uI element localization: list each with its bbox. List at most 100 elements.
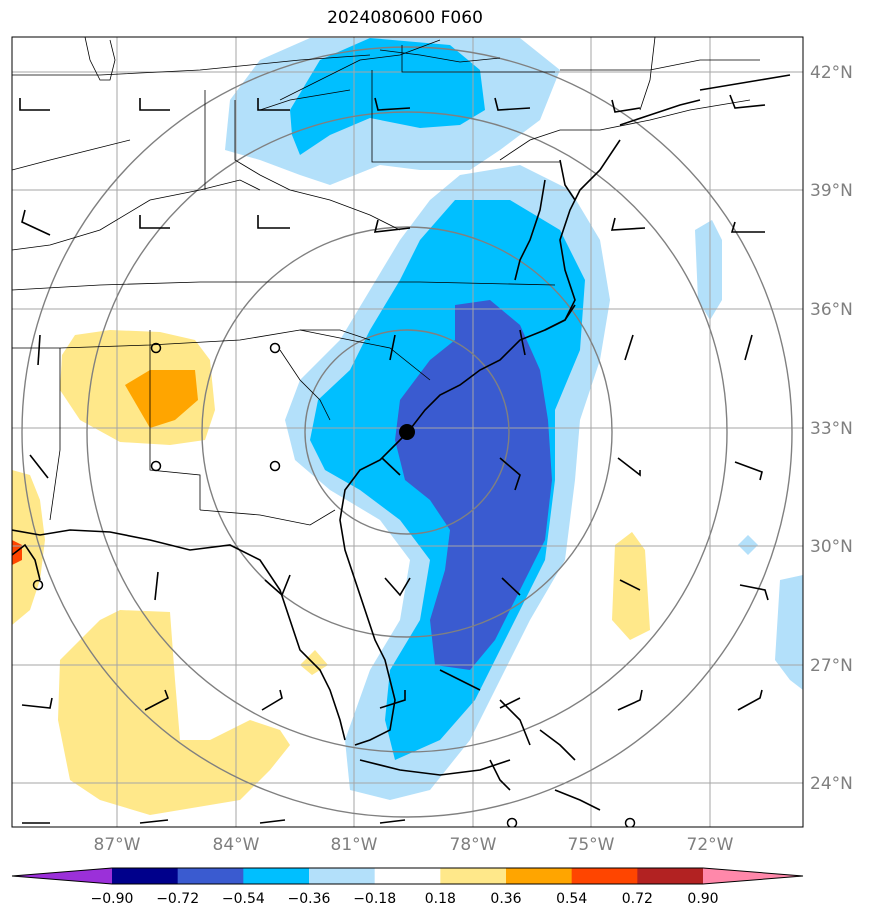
state-line-16 — [560, 59, 760, 71]
wind-barb — [144, 689, 169, 711]
colorbar-label: −0.90 — [91, 891, 134, 907]
range-ring-4 — [21, 46, 793, 818]
colorbar-segment — [637, 868, 704, 884]
lon-label: 75°W — [568, 835, 615, 855]
state-line-14 — [299, 329, 431, 381]
state-line-10 — [279, 349, 331, 421]
colorbar-segment — [374, 868, 441, 884]
lat-label: 27°N — [810, 656, 853, 676]
colorbar-label: 0.36 — [490, 891, 521, 907]
neg-low-east-1 — [695, 220, 722, 320]
calm-circle — [624, 817, 636, 827]
wind-barb — [139, 215, 170, 229]
colorbar-segment — [309, 868, 376, 884]
storm-center-marker — [399, 424, 415, 440]
lake-erie — [259, 89, 351, 111]
calm-circle — [506, 817, 518, 827]
coast-hispaniola — [554, 789, 601, 811]
neg-low-east-2 — [738, 535, 758, 555]
range-ring-3 — [86, 111, 728, 753]
wind-barb — [261, 689, 283, 711]
colorbar-segment — [440, 868, 507, 884]
colorbar-label: −0.36 — [288, 891, 331, 907]
lon-label: 78°W — [450, 835, 497, 855]
coast-bahamas-2 — [499, 699, 531, 746]
colorbar-extend-high — [703, 868, 803, 884]
state-line-2 — [12, 281, 556, 291]
calm-circle — [150, 460, 162, 472]
state-line-11 — [199, 509, 336, 526]
wind-barb — [154, 571, 159, 601]
lon-label: 72°W — [687, 835, 734, 855]
wind-barbs — [19, 94, 769, 824]
lon-label: 87°W — [94, 835, 141, 855]
wind-barb — [29, 454, 49, 479]
wind-barb — [19, 98, 50, 111]
pos-low-southwest — [58, 610, 290, 815]
graticule — [12, 37, 803, 827]
boundaries — [12, 37, 760, 526]
wind-barb — [619, 579, 641, 591]
colorbar-labels: −0.90 −0.72 −0.54 −0.36 −0.18 0.18 0.36 … — [91, 891, 719, 907]
wind-barb — [381, 457, 401, 476]
coast-new-england — [699, 74, 791, 91]
lon-label: 81°W — [331, 835, 378, 855]
lat-label: 39°N — [810, 181, 853, 201]
coast-bahamas-1 — [439, 669, 481, 691]
wind-barb — [610, 217, 646, 231]
state-line-9 — [234, 100, 401, 231]
calm-circle — [269, 460, 281, 472]
colorbar-segment — [112, 868, 179, 884]
calm-circle — [269, 342, 281, 354]
coast-bahamas-3 — [539, 729, 576, 761]
wind-barb — [617, 457, 641, 477]
wind-barb — [264, 574, 291, 597]
pos-low-gulf — [12, 470, 45, 625]
wind-barb — [257, 98, 290, 111]
state-line-5 — [12, 54, 371, 76]
wind-barb — [617, 689, 643, 711]
coast-cuba — [359, 759, 511, 776]
state-line-4 — [12, 139, 131, 171]
neg-mid-north — [290, 38, 485, 155]
colorbar — [11, 867, 804, 885]
lat-label: 33°N — [810, 419, 853, 439]
coast-mississippi — [12, 543, 41, 581]
neg-low-east-3 — [775, 575, 803, 690]
wind-barb — [729, 94, 766, 109]
colorbar-label: −0.54 — [222, 891, 265, 907]
pos-mid-west — [125, 370, 198, 428]
colorbar-label: 0.90 — [687, 891, 718, 907]
great-lakes-ontario — [379, 49, 501, 63]
wind-barb — [624, 334, 634, 361]
lat-label: 42°N — [810, 63, 853, 83]
map-frame — [11, 36, 804, 828]
colorbar-segment — [177, 868, 244, 884]
wind-barb — [744, 334, 753, 361]
colorbar-extend-low — [12, 868, 112, 884]
wind-barb — [37, 334, 41, 366]
range-ring-1 — [304, 329, 510, 535]
colorbar-outline — [11, 867, 804, 885]
shaded-field-positive — [12, 330, 650, 815]
wind-barb — [499, 697, 521, 709]
colorbar-label: −0.72 — [156, 891, 199, 907]
wind-barb — [734, 461, 763, 481]
wind-barb — [737, 689, 763, 711]
pos-low-sea-2 — [300, 650, 328, 675]
wind-barb — [259, 819, 286, 824]
colorbar-segment — [506, 868, 573, 884]
range-ring-2 — [201, 226, 613, 638]
wind-barb — [389, 334, 396, 361]
wind-barb — [373, 219, 411, 233]
wind-barb — [499, 457, 521, 491]
wind-barb — [730, 221, 765, 233]
colorbar-label: 0.72 — [622, 891, 653, 907]
wind-barb — [21, 209, 51, 236]
longitude-labels: 87°W 84°W 81°W 78°W 75°W 72°W — [94, 835, 734, 855]
map-plot-area — [12, 37, 803, 827]
colorbar-label: −0.18 — [353, 891, 396, 907]
latitude-labels: 42°N 39°N 36°N 33°N 30°N 27°N 24°N — [810, 63, 853, 794]
lat-label: 24°N — [810, 774, 853, 794]
